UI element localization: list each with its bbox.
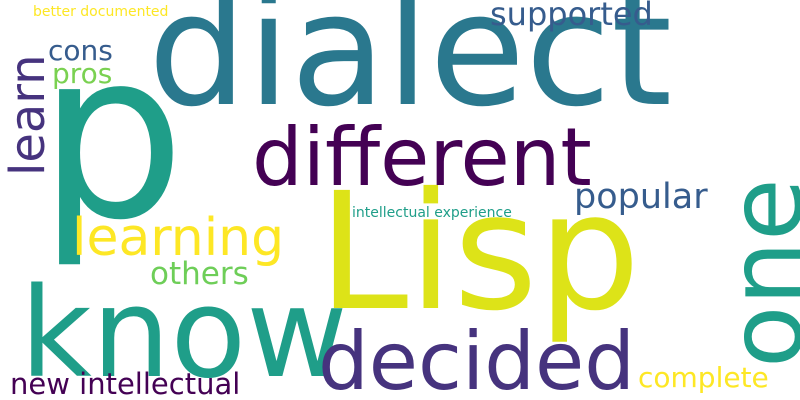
word-popular: popular [574, 177, 708, 217]
word-better-documented: better documented [33, 4, 169, 20]
word-complete: complete [638, 361, 769, 394]
word-intellectual-experience: intellectual experience [352, 205, 512, 221]
word-p: p [38, 1, 186, 271]
word-supported: supported [490, 0, 653, 33]
word-different: different [252, 111, 592, 204]
word-learn: learn [0, 54, 56, 176]
word-learning: learning [72, 208, 285, 268]
word-lisp: Lisp [318, 159, 641, 347]
word-pros: pros [52, 57, 113, 90]
word-new-intellectual: new intellectual [10, 367, 241, 400]
word-know: know [20, 262, 348, 400]
word-decided: decided [318, 315, 635, 400]
word-cons: cons [48, 34, 113, 67]
word-one: one [707, 178, 800, 368]
word-dialect: dialect [148, 0, 673, 141]
word-others: others [150, 256, 249, 292]
